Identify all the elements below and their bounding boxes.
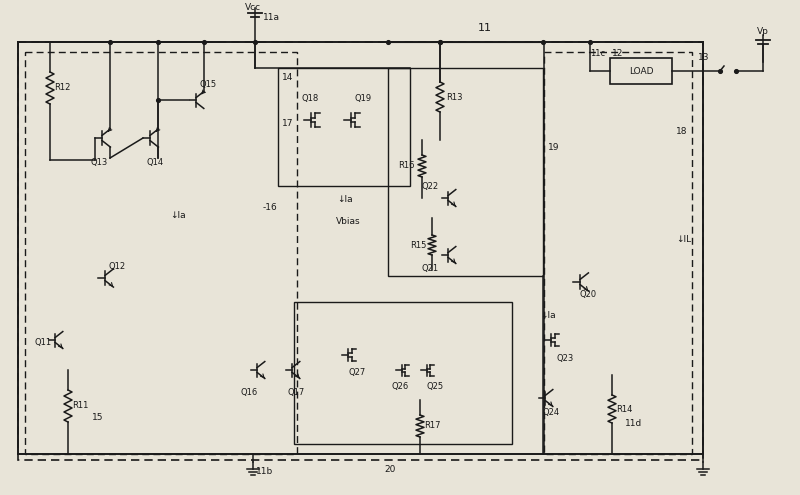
Text: 19: 19 [548,144,559,152]
Text: Q12: Q12 [109,261,126,270]
Text: R15: R15 [410,241,426,249]
Text: 12: 12 [612,49,624,57]
Text: 11c: 11c [590,49,606,57]
Text: Q19: Q19 [354,94,371,102]
Text: R11: R11 [72,401,88,410]
Text: 11b: 11b [256,467,274,477]
Text: Q14: Q14 [146,158,163,167]
Text: Q26: Q26 [391,383,409,392]
Text: 11d: 11d [626,418,642,428]
Text: Vcc: Vcc [245,2,261,11]
Text: Q16: Q16 [240,388,258,396]
Text: 15: 15 [92,413,104,423]
Text: ↓IL: ↓IL [677,236,691,245]
Text: 11: 11 [478,23,492,33]
Text: Q18: Q18 [302,94,318,102]
Text: Q22: Q22 [422,182,438,191]
Text: R16: R16 [398,161,414,170]
Text: 14: 14 [282,73,294,83]
Text: Vbias: Vbias [336,217,360,227]
Text: ↓Ia: ↓Ia [337,196,353,204]
Text: R13: R13 [446,93,462,101]
Text: 18: 18 [675,128,687,137]
Text: ↓Ia: ↓Ia [540,310,556,319]
Text: Q20: Q20 [579,290,597,298]
Text: 17: 17 [282,118,294,128]
Text: Q24: Q24 [542,407,559,416]
Text: R14: R14 [616,405,632,414]
Text: R12: R12 [54,84,70,93]
Text: Q11: Q11 [34,338,51,346]
Text: LOAD: LOAD [629,66,654,76]
Text: R17: R17 [424,422,440,431]
Text: Q21: Q21 [422,264,438,274]
Text: Q13: Q13 [90,158,108,167]
Text: -16: -16 [262,203,278,212]
Text: 11a: 11a [262,13,279,22]
Text: Vp: Vp [757,28,769,37]
Text: Q27: Q27 [348,368,366,378]
Text: Q17: Q17 [287,388,305,396]
Text: Q23: Q23 [556,353,574,362]
Text: Q15: Q15 [199,80,217,89]
Text: 13: 13 [698,53,710,62]
Text: 20: 20 [384,465,396,475]
Text: Q25: Q25 [426,383,443,392]
Text: ↓Ia: ↓Ia [170,210,186,219]
